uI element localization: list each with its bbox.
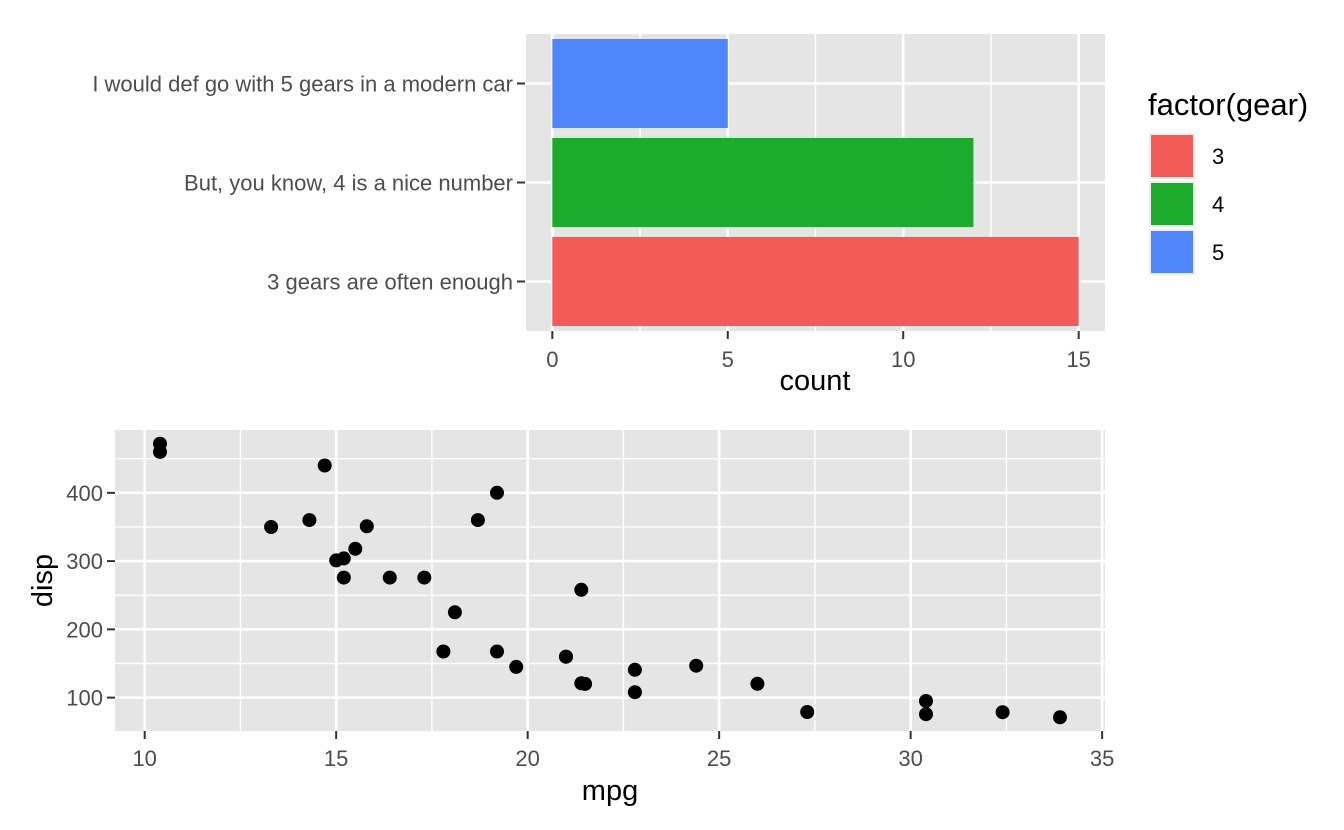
scatter-y-tick-label: 100 [66,686,103,711]
scatter-x-axis-title: mpg [582,775,638,807]
scatter-x-tick-label: 15 [324,746,348,771]
scatter-point [317,458,332,473]
scatter-y-tick-label: 400 [66,481,103,506]
legend-label-3: 3 [1212,144,1224,169]
legend-key-4 [1149,181,1195,227]
scatter-point [490,644,504,659]
scatter-point [627,662,642,677]
scatter-point [436,644,451,659]
scatter-point [919,694,933,708]
scatter-point [336,570,351,585]
bar-x-tick-label: 10 [891,347,915,372]
bar-gear-5 [552,38,728,129]
scatter-point [509,659,524,674]
legend-key-3 [1149,133,1195,179]
scatter-point [574,676,589,691]
scatter-point [470,513,485,528]
scatter-point [264,520,279,534]
scatter-point [382,570,397,585]
scatter-point [1053,710,1067,725]
bar-x-tick-label: 15 [1066,347,1090,372]
legend-key-5 [1149,229,1195,275]
scatter-point [348,541,363,556]
scatter-point [302,513,317,528]
scatter-point [800,705,815,719]
scatter-point [750,676,765,691]
bar-category-label: But, you know, 4 is a nice number [184,171,513,196]
bar-category-label: I would def go with 5 gears in a modern … [92,72,513,97]
scatter-point [490,485,504,500]
scatter-point [417,570,432,585]
scatter-point [627,685,642,700]
scatter-point [329,553,344,568]
scatter-x-tick-label: 25 [707,746,731,771]
legend-label-4: 4 [1212,192,1224,217]
bar-x-axis-title: count [780,365,851,397]
scatter-point [447,605,462,620]
scatter-point [689,658,704,673]
bar-gear-3 [552,236,1079,327]
scatter-y-axis-title: disp [27,554,59,607]
scatter-y-tick-label: 200 [66,617,103,642]
scatter-point [995,705,1010,720]
scatter-point [919,707,933,722]
bar-x-tick-label: 0 [546,347,558,372]
scatter-point [153,444,167,459]
legend: factor(gear) 3 4 5 [1148,87,1308,275]
scatter-point [559,649,573,664]
scatter-panel-background [115,430,1105,731]
scatter-point [359,519,374,534]
scatter-y-tick-label: 300 [66,549,103,574]
scatter-x-tick-label: 10 [132,746,156,771]
scatter-x-tick-label: 20 [515,746,539,771]
legend-label-5: 5 [1212,240,1224,265]
bar-x-tick-label: 5 [722,347,734,372]
bar-gear-4 [552,137,974,228]
scatter-chart: 10 15 20 25 30 35 100 200 300 400 [66,430,1114,771]
scatter-x-tick-label: 30 [898,746,922,771]
scatter-point [574,582,589,597]
bar-category-label: 3 gears are often enough [267,270,513,295]
bar-chart: I would def go with 5 gears in a modern … [92,34,1105,372]
legend-title: factor(gear) [1148,87,1308,122]
scatter-x-tick-label: 35 [1090,746,1114,771]
